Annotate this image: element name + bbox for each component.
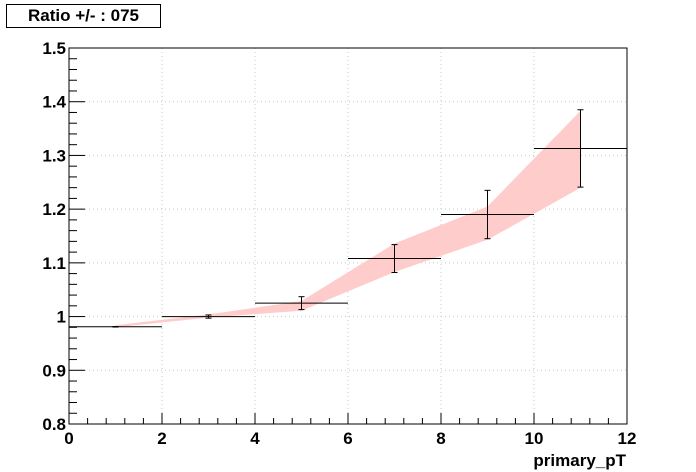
- y-tick-label: 1.4: [42, 93, 66, 112]
- x-tick-label: 6: [343, 429, 352, 448]
- y-tick-label: 1.1: [42, 254, 66, 273]
- band-area: [115, 110, 581, 328]
- x-axis-label: primary_pT: [533, 451, 626, 470]
- y-tick-label: 1.2: [42, 200, 66, 219]
- data-points: [69, 109, 627, 328]
- data-point: [255, 296, 348, 311]
- chart-title-box: Ratio +/- : 075: [6, 4, 161, 28]
- x-tick-label: 4: [250, 429, 260, 448]
- y-tick-label: 0.9: [42, 361, 66, 380]
- data-point: [534, 109, 627, 188]
- axes: 0 2 4 6 8 10 12 0.8 0.9 1 1.1 1.2 1.3 1.4 1.5: [42, 39, 636, 448]
- x-tick-label: 0: [64, 429, 73, 448]
- data-point: [69, 326, 162, 328]
- x-tick-label: 2: [157, 429, 166, 448]
- data-point: [441, 189, 534, 240]
- y-tick-label: 1.3: [42, 146, 66, 165]
- y-tick-label: 0.8: [42, 415, 66, 434]
- x-tick-label: 12: [618, 429, 637, 448]
- y-tick-label: 1.5: [42, 39, 66, 58]
- y-tick-label: 1: [57, 308, 66, 327]
- chart-title: Ratio +/- : 075: [27, 6, 139, 25]
- grid: [69, 48, 627, 424]
- x-tick-label: 8: [436, 429, 445, 448]
- data-point: [348, 244, 441, 274]
- data-point: [162, 314, 255, 319]
- uncertainty-band: [115, 110, 581, 328]
- x-tick-label: 10: [525, 429, 544, 448]
